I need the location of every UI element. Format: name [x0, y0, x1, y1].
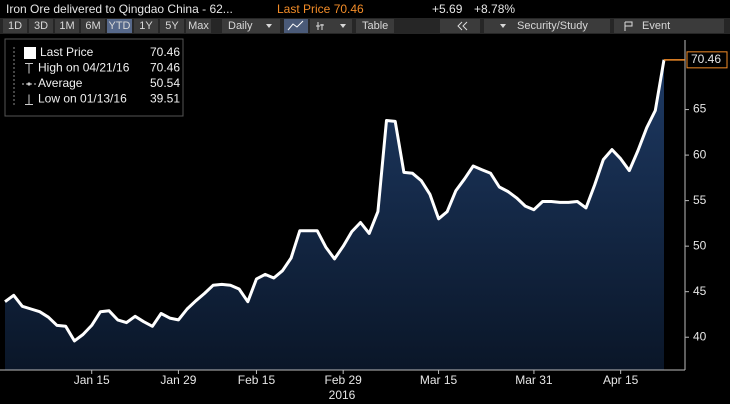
x-tick-label: Mar 15 — [420, 373, 458, 387]
range-button[interactable] — [55, 19, 79, 33]
table-button[interactable] — [356, 19, 394, 33]
range-button[interactable] — [134, 19, 158, 33]
change: +5.69 — [432, 2, 463, 16]
y-tick-label: 40 — [693, 329, 707, 343]
legend-icon — [25, 63, 33, 74]
last-price: Last Price 70.46 — [277, 2, 364, 16]
y-tick-label: 65 — [693, 102, 707, 116]
dropdown-arrow — [500, 24, 506, 28]
change-pct: +8.78% — [474, 2, 515, 16]
legend-icon — [25, 94, 33, 105]
legend-label: Average — [38, 76, 83, 90]
legend-label: Low on 01/13/16 — [38, 92, 127, 106]
x-tick-label: Jan 15 — [74, 373, 110, 387]
legend-swatch — [24, 47, 36, 59]
security-title: Iron Ore delivered to Qingdao China - 62… — [6, 2, 233, 16]
year-label: 2016 — [329, 388, 356, 402]
legend: Last Price 70.46 High on 04/21/16 70.46 Aver… — [4, 38, 184, 117]
frequency-label: Daily — [228, 20, 253, 32]
range-label: Max — [188, 20, 209, 32]
toolbar-buttons: 1D 3D 1M 6M YTD 1Y 5Y Max — [3, 19, 211, 33]
range-label: 1D — [8, 20, 22, 32]
last-value-box — [686, 51, 728, 69]
range-button[interactable] — [81, 19, 105, 33]
header-bar — [0, 0, 730, 18]
range-label: 1Y — [139, 20, 153, 32]
dropdown-arrow — [340, 24, 346, 28]
collapse-button[interactable] — [440, 19, 480, 33]
y-tick-label: 50 — [693, 238, 707, 252]
flag-icon — [624, 21, 633, 31]
dropdown-arrow — [266, 24, 272, 28]
legend-value: 70.46 — [150, 61, 180, 75]
range-button[interactable] — [3, 19, 27, 33]
range-button[interactable] — [107, 19, 132, 33]
y-tick-label: 45 — [693, 284, 707, 298]
bar-icon — [316, 22, 324, 30]
range-label: 1M — [59, 20, 74, 32]
x-tick-label: Apr 15 — [603, 373, 639, 387]
legend-value: 39.51 — [150, 92, 180, 106]
event-label: Event — [642, 20, 670, 32]
range-label: 3D — [34, 20, 48, 32]
range-button[interactable] — [186, 19, 211, 33]
legend-value: 70.46 — [150, 45, 180, 59]
legend-dot — [27, 82, 31, 86]
event-button[interactable] — [614, 19, 724, 33]
table-label: Table — [362, 20, 388, 32]
legend-value: 50.54 — [150, 76, 180, 90]
frequency-button[interactable] — [222, 19, 280, 33]
price-line — [4, 59, 666, 343]
y-tick-label: 60 — [693, 147, 707, 161]
plot: 40 45 50 55 60 65 Jan 15 Jan 29 Feb 15 Feb 29 Mar … — [0, 38, 728, 402]
range-button[interactable] — [29, 19, 53, 33]
range-label: 6M — [85, 20, 100, 32]
range-label: YTD — [109, 20, 131, 32]
legend-label: Last Price — [40, 45, 94, 59]
security-label: Security/Study — [517, 20, 588, 32]
range-label: 5Y — [165, 20, 179, 32]
chart-type-button[interactable] — [310, 19, 352, 33]
x-tick-label: Feb 15 — [238, 373, 276, 387]
x-tick-label: Feb 29 — [324, 373, 362, 387]
last-value-label: 70.46 — [691, 52, 721, 66]
line-icon — [287, 20, 304, 31]
legend-label: High on 04/21/16 — [38, 61, 130, 75]
area-fill — [5, 59, 664, 371]
collapse-icon — [457, 21, 468, 31]
range-button[interactable] — [160, 19, 184, 33]
y-tick-label: 55 — [693, 193, 707, 207]
x-tick-label: Jan 29 — [160, 373, 196, 387]
security-button[interactable] — [484, 19, 610, 33]
x-tick-label: Mar 31 — [515, 373, 553, 387]
